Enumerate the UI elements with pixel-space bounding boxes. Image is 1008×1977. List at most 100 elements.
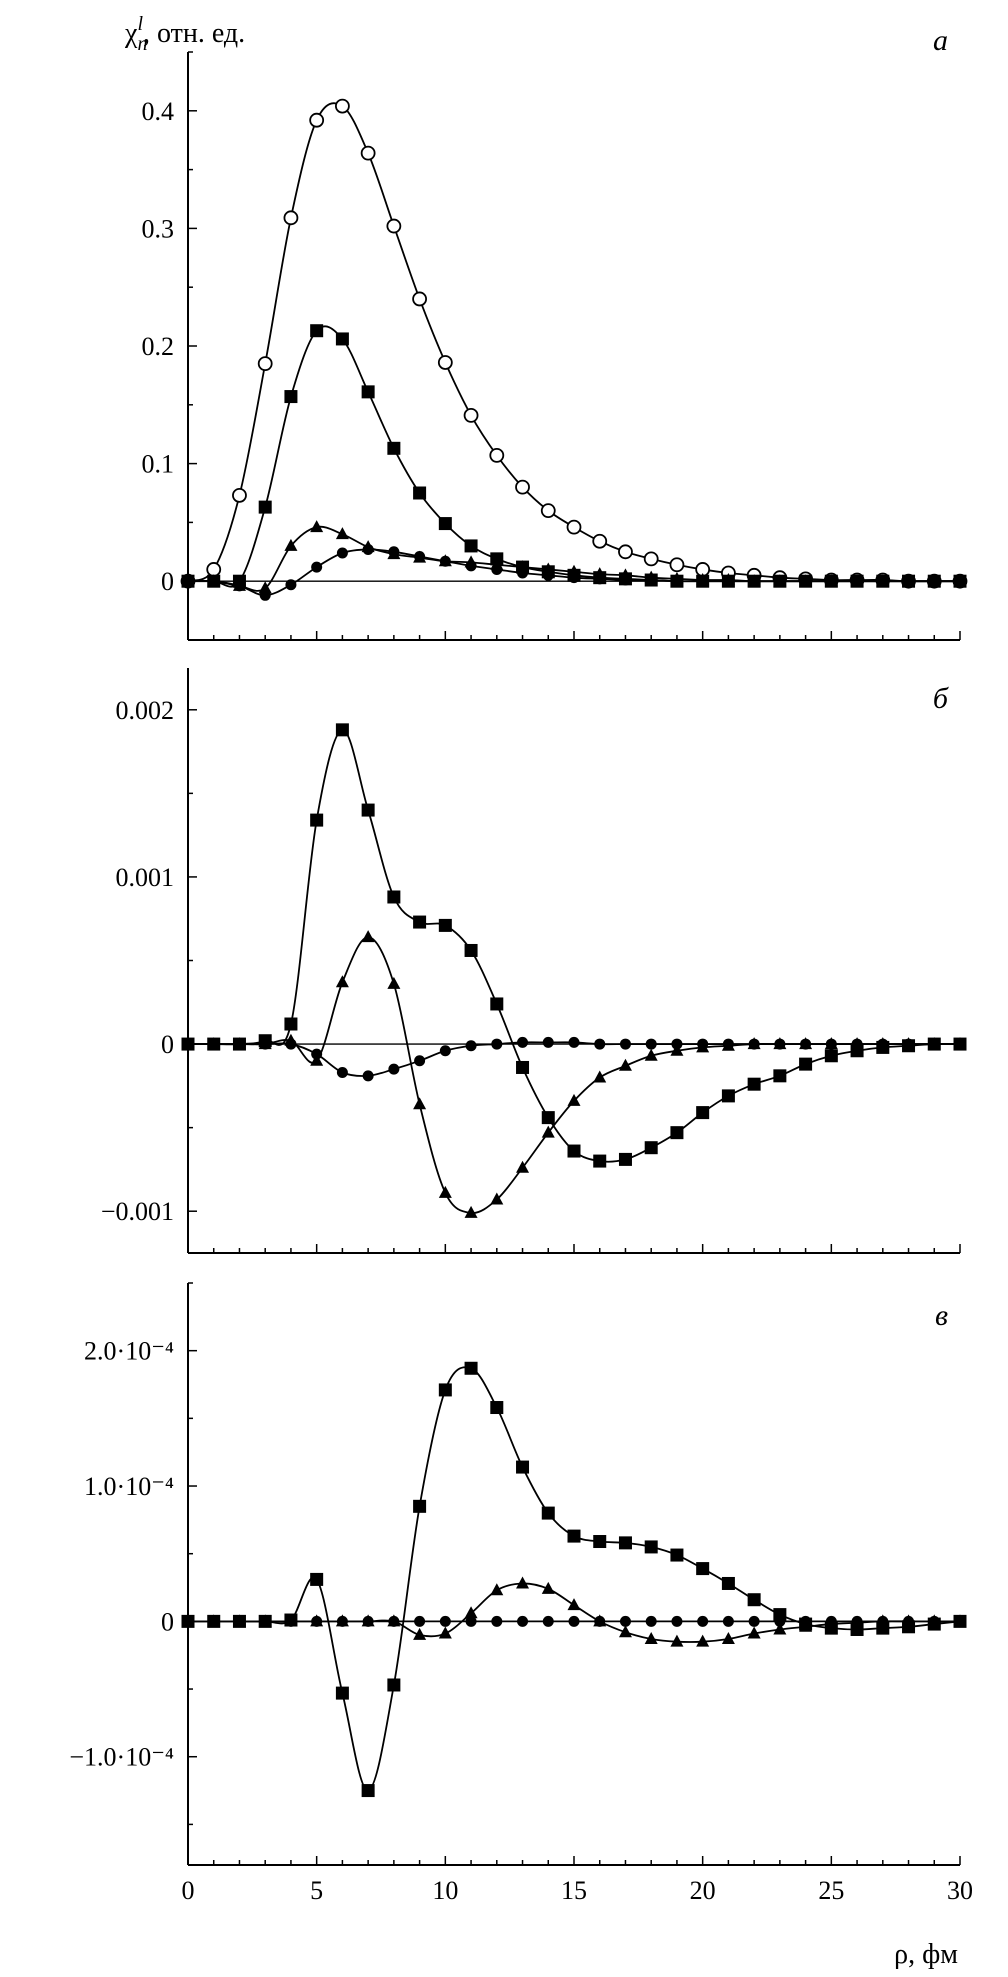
data-point-open-circle bbox=[463, 407, 479, 423]
data-point-open-circle bbox=[592, 533, 608, 549]
y-tick-label: 0.4 bbox=[142, 97, 175, 126]
data-point-filled-circle bbox=[748, 1038, 760, 1050]
data-point-filled-circle bbox=[568, 1036, 580, 1048]
data-point-open-circle bbox=[489, 447, 505, 463]
data-point-triangle bbox=[413, 1097, 427, 1110]
data-point-triangle bbox=[464, 1606, 478, 1619]
data-point-triangle bbox=[644, 1048, 658, 1061]
panel-letter-b: б bbox=[933, 682, 949, 715]
data-point-filled-circle bbox=[542, 569, 554, 581]
data-point-triangle bbox=[490, 1583, 504, 1596]
data-point-filled-circle bbox=[671, 575, 683, 587]
data-point-square bbox=[567, 1529, 581, 1543]
data-point-filled-circle bbox=[285, 1615, 297, 1627]
data-point-square bbox=[258, 500, 272, 514]
data-point-filled-circle bbox=[568, 1615, 580, 1627]
data-point-square bbox=[464, 539, 478, 553]
y-tick-label: −1.0·10⁻⁴ bbox=[69, 1743, 174, 1772]
panel-0: 0 0.1 0.2 0.3 0.4 bbox=[142, 51, 968, 641]
data-point-filled-circle bbox=[722, 1615, 734, 1627]
data-point-filled-circle bbox=[568, 572, 580, 584]
data-point-triangle bbox=[747, 1626, 761, 1639]
data-point-square bbox=[618, 1536, 632, 1550]
plot-layer: 0 0.1 0.2 0.3 0.4 0.002 0.001 0 −0.001 2.0·10⁻⁴ 1.… bbox=[69, 51, 973, 1905]
data-point-filled-circle bbox=[877, 1615, 889, 1627]
data-point-square bbox=[387, 441, 401, 455]
data-point-square bbox=[310, 324, 324, 338]
data-point-open-circle bbox=[643, 551, 659, 567]
x-axis-title: ρ, фм bbox=[894, 1939, 958, 1970]
data-point-filled-circle bbox=[491, 1615, 503, 1627]
data-point-square bbox=[541, 1506, 555, 1520]
data-point-square bbox=[721, 1576, 735, 1590]
data-point-square bbox=[644, 1540, 658, 1554]
data-point-square bbox=[747, 1077, 761, 1091]
data-point-triangle bbox=[387, 976, 401, 989]
data-point-filled-circle bbox=[748, 1615, 760, 1627]
data-point-filled-circle bbox=[362, 1070, 374, 1082]
data-point-square bbox=[284, 1017, 298, 1031]
series-line-open-circle bbox=[187, 102, 960, 583]
data-point-square bbox=[335, 332, 349, 346]
data-point-square bbox=[516, 1460, 530, 1474]
data-point-square bbox=[438, 1383, 452, 1397]
data-point-triangle bbox=[438, 1626, 452, 1639]
data-point-filled-circle bbox=[439, 1045, 451, 1057]
data-point-filled-circle bbox=[851, 575, 863, 587]
data-point-filled-circle bbox=[928, 575, 940, 587]
data-point-square bbox=[438, 918, 452, 932]
data-point-square bbox=[567, 1144, 581, 1158]
data-point-filled-circle bbox=[774, 1615, 786, 1627]
data-point-open-circle bbox=[540, 503, 556, 519]
data-point-filled-circle bbox=[311, 561, 323, 573]
data-point-filled-circle bbox=[903, 1615, 915, 1627]
data-point-square bbox=[438, 517, 452, 531]
data-point-filled-circle bbox=[208, 575, 220, 587]
data-point-open-circle bbox=[360, 145, 376, 161]
data-point-square bbox=[824, 1049, 838, 1063]
y-tick-label: 2.0·10⁻⁴ bbox=[84, 1337, 174, 1366]
data-point-filled-circle bbox=[954, 575, 966, 587]
data-point-square bbox=[773, 1069, 787, 1083]
data-point-filled-circle bbox=[362, 1615, 374, 1627]
series-line-filled-square bbox=[188, 1366, 961, 1792]
y-tick-label: 0.3 bbox=[142, 214, 175, 243]
data-point-filled-circle bbox=[491, 1038, 503, 1050]
panel-1: 0.002 0.001 0 −0.001 bbox=[101, 668, 967, 1254]
data-point-filled-circle bbox=[233, 580, 245, 592]
data-point-filled-circle bbox=[697, 1038, 709, 1050]
data-point-square bbox=[799, 1057, 813, 1071]
data-point-square bbox=[593, 1154, 607, 1168]
data-point-square bbox=[387, 890, 401, 904]
data-point-open-circle bbox=[669, 557, 685, 573]
data-point-triangle bbox=[258, 581, 272, 594]
data-point-triangle bbox=[618, 1625, 632, 1638]
data-point-filled-circle bbox=[800, 1038, 812, 1050]
data-point-square bbox=[516, 1060, 530, 1074]
data-point-filled-circle bbox=[774, 575, 786, 587]
data-point-filled-circle bbox=[928, 1615, 940, 1627]
data-point-filled-circle bbox=[800, 575, 812, 587]
data-point-triangle bbox=[464, 1205, 478, 1218]
x-tick-label: 30 bbox=[947, 1876, 973, 1905]
data-point-triangle bbox=[413, 1627, 427, 1640]
data-point-triangle bbox=[541, 1125, 555, 1138]
data-point-square bbox=[670, 1548, 684, 1562]
data-point-filled-circle bbox=[619, 1038, 631, 1050]
y-tick-label: 0 bbox=[161, 1607, 174, 1636]
x-tick-label: 25 bbox=[818, 1876, 844, 1905]
data-point-open-circle bbox=[566, 519, 582, 535]
data-point-filled-circle bbox=[671, 1615, 683, 1627]
data-point-filled-circle bbox=[594, 1038, 606, 1050]
data-point-square bbox=[361, 803, 375, 817]
data-point-square bbox=[464, 1361, 478, 1375]
y-tick-label: 0.2 bbox=[142, 332, 175, 361]
data-point-open-circle bbox=[283, 210, 299, 226]
data-point-filled-circle bbox=[388, 546, 400, 558]
data-point-filled-circle bbox=[465, 1040, 477, 1052]
data-point-filled-circle bbox=[722, 575, 734, 587]
y-axis-title: χnl, отн. ед. bbox=[124, 13, 245, 55]
data-point-filled-circle bbox=[619, 1615, 631, 1627]
data-point-filled-circle bbox=[774, 1038, 786, 1050]
